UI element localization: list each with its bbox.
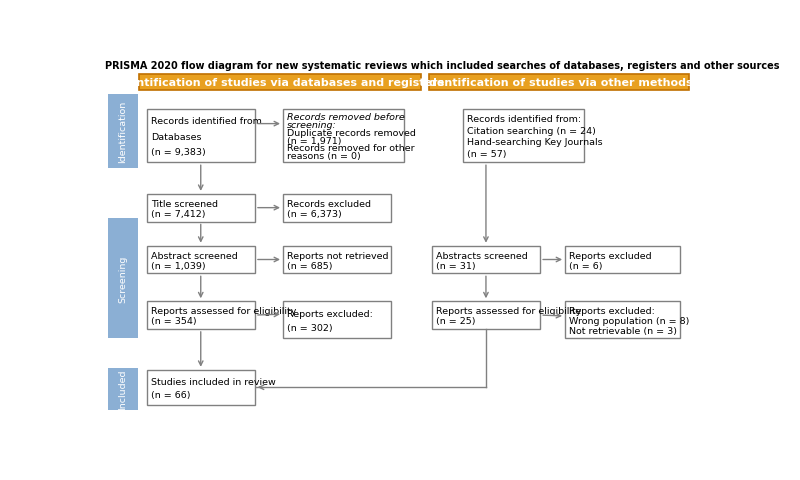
Text: Not retrievable (n = 3): Not retrievable (n = 3): [570, 326, 678, 335]
Bar: [146, 301, 255, 329]
Text: Databases: Databases: [151, 132, 202, 142]
Bar: [432, 246, 540, 274]
Text: (n = 66): (n = 66): [151, 391, 190, 400]
Text: (n = 1,039): (n = 1,039): [151, 261, 206, 270]
Bar: [146, 194, 255, 222]
Bar: [565, 301, 680, 338]
Bar: [283, 194, 391, 222]
Bar: [283, 109, 404, 163]
Bar: [146, 246, 255, 274]
Text: Reports excluded:: Reports excluded:: [570, 306, 655, 315]
Text: PRISMA 2020 flow diagram for new systematic reviews which included searches of d: PRISMA 2020 flow diagram for new systema…: [105, 61, 779, 71]
Text: Screening: Screening: [118, 255, 127, 302]
Text: Hand-searching Key Journals: Hand-searching Key Journals: [467, 138, 602, 147]
Text: Reports assessed for eligibility: Reports assessed for eligibility: [151, 307, 296, 315]
Text: (n = 57): (n = 57): [467, 150, 506, 159]
Bar: [283, 301, 391, 338]
Text: reasons (n = 0): reasons (n = 0): [287, 152, 361, 161]
Text: Reports assessed for eligibility: Reports assessed for eligibility: [436, 307, 582, 315]
Text: Studies included in review: Studies included in review: [151, 377, 275, 386]
Text: Records identified from: Records identified from: [151, 117, 262, 126]
Text: (n = 354): (n = 354): [151, 317, 197, 326]
Text: Identification of studies via databases and registers: Identification of studies via databases …: [117, 78, 444, 88]
Text: Records identified from:: Records identified from:: [467, 115, 581, 124]
Text: (n = 9,383): (n = 9,383): [151, 148, 206, 157]
Text: Reports excluded: Reports excluded: [570, 251, 652, 260]
Text: (n = 6,373): (n = 6,373): [287, 210, 342, 218]
Text: Records removed before: Records removed before: [287, 113, 405, 122]
Text: (n = 6): (n = 6): [570, 261, 603, 270]
Text: Wrong population (n = 8): Wrong population (n = 8): [570, 316, 690, 325]
Bar: [146, 109, 255, 163]
Bar: [429, 75, 689, 91]
Text: Identification: Identification: [118, 100, 127, 163]
Text: screening:: screening:: [287, 121, 337, 130]
Text: Title screened: Title screened: [151, 199, 218, 208]
Text: Abstracts screened: Abstracts screened: [436, 251, 528, 260]
Text: (n = 302): (n = 302): [287, 324, 333, 333]
Text: (n = 685): (n = 685): [287, 261, 333, 270]
Bar: [283, 246, 391, 274]
Bar: [108, 95, 138, 168]
Text: (n = 7,412): (n = 7,412): [151, 210, 206, 218]
Bar: [139, 75, 421, 91]
Bar: [108, 368, 138, 410]
Bar: [108, 218, 138, 338]
Text: Records removed for other: Records removed for other: [287, 144, 415, 153]
Text: Citation searching (n = 24): Citation searching (n = 24): [467, 127, 596, 135]
Text: Duplicate records removed: Duplicate records removed: [287, 129, 416, 137]
Bar: [146, 370, 255, 405]
Bar: [462, 109, 584, 163]
Text: Abstract screened: Abstract screened: [151, 251, 238, 260]
Bar: [565, 246, 680, 274]
Bar: [432, 301, 540, 329]
Text: Records excluded: Records excluded: [287, 199, 371, 208]
Text: (n = 31): (n = 31): [436, 261, 476, 270]
Text: (n = 25): (n = 25): [436, 317, 475, 326]
Text: Identification of studies via other methods: Identification of studies via other meth…: [425, 78, 693, 88]
Text: Reports excluded:: Reports excluded:: [287, 309, 373, 318]
Text: Included: Included: [118, 369, 127, 409]
Text: (n = 1,971): (n = 1,971): [287, 136, 342, 145]
Text: Reports not retrieved: Reports not retrieved: [287, 251, 389, 260]
